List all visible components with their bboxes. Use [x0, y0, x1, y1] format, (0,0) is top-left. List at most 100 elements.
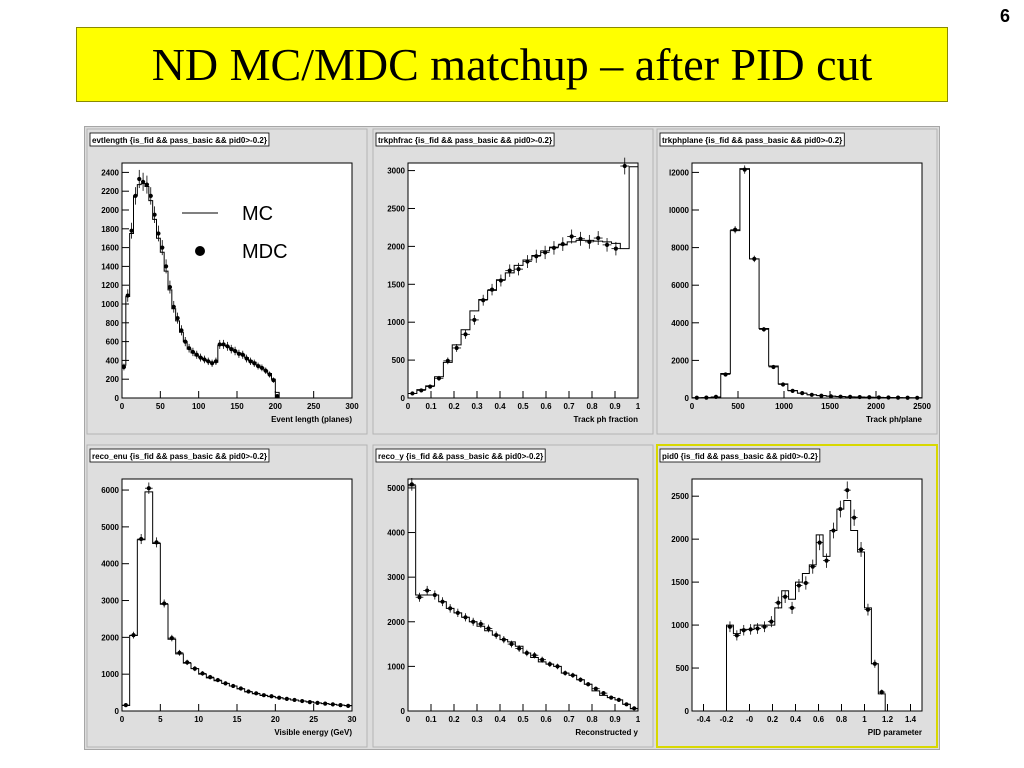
mdc-data-point [183, 339, 188, 344]
mdc-data-point [755, 626, 760, 631]
mdc-data-point [632, 706, 637, 711]
plot-canvas: evtlength {is_fid && pass_basic && pid0>… [84, 126, 940, 750]
x-tick-label: 0.7 [563, 402, 575, 411]
mc-series-line [726, 499, 886, 711]
y-tick-label: 1200 [101, 281, 119, 290]
mdc-data-point [148, 193, 153, 198]
mdc-data-point [175, 316, 180, 321]
mdc-data-point [144, 182, 150, 187]
mdc-data-point [876, 395, 881, 400]
mdc-data-point [517, 646, 522, 651]
mdc-data-point [179, 328, 184, 333]
mdc-data-point [238, 686, 243, 691]
mdc-data-point [445, 358, 450, 363]
mdc-data-point [494, 633, 499, 638]
mdc-data-point [194, 352, 199, 357]
x-axis-label: Track ph fraction [574, 415, 639, 424]
x-tick-label: 1000 [775, 402, 793, 411]
mdc-data-point [455, 610, 460, 615]
y-tick-label: 6000 [101, 486, 119, 495]
mdc-data-point [532, 653, 537, 658]
mdc-data-point [125, 293, 130, 298]
histogram-panel-3: trkphplane {is_fid && pass_basic && pid0… [656, 128, 938, 435]
mdc-data-point [525, 259, 530, 264]
histogram-panel-4: reco_enu {is_fid && pass_basic && pid0>-… [86, 444, 368, 748]
panel-title-box [659, 448, 821, 463]
x-tick-label: 0.5 [517, 715, 529, 724]
panel-title: trkphplane {is_fid && pass_basic && pid0… [662, 136, 842, 145]
mdc-data-point [845, 488, 850, 493]
mdc-data-point [555, 664, 560, 669]
x-tick-label: 1 [862, 715, 867, 724]
mdc-data-point [601, 691, 606, 696]
y-tick-label: 3000 [387, 573, 405, 582]
mdc-data-point [198, 355, 203, 360]
mdc-data-point [865, 607, 871, 612]
y-tick-label: 2000 [387, 618, 405, 627]
x-axis-label: Event length (planes) [271, 415, 352, 424]
x-tick-label: 1.2 [882, 715, 894, 724]
x-tick-label: 5 [158, 715, 163, 724]
mdc-data-point [489, 287, 495, 292]
mdc-data-point [160, 245, 165, 250]
mdc-data-point [200, 671, 205, 676]
x-tick-label: 10 [194, 715, 203, 724]
x-tick-label: -0.4 [697, 715, 711, 724]
mdc-data-point [609, 695, 614, 700]
mdc-data-point [587, 239, 592, 244]
mdc-data-point [616, 697, 621, 702]
histogram-grid: evtlength {is_fid && pass_basic && pid0>… [86, 128, 938, 748]
mdc-data-point [185, 660, 190, 665]
mdc-data-point [190, 349, 196, 355]
mdc-data-point [146, 486, 151, 491]
panel-title-box [375, 132, 555, 147]
y-tick-label: l0000 [669, 206, 690, 215]
mdc-data-point [803, 580, 808, 586]
x-tick-label: 0.2 [448, 402, 460, 411]
y-tick-label: 2000 [387, 242, 405, 251]
y-tick-label: 0 [685, 394, 690, 403]
plot-frame [691, 162, 923, 399]
panel-title: evtlength {is_fid && pass_basic && pid0>… [92, 136, 267, 145]
mdc-data-point [727, 624, 733, 629]
title-banner: ND MC/MDC matchup – after PID cut [76, 27, 948, 102]
x-tick-label: -0 [746, 715, 754, 724]
mdc-data-point [225, 344, 230, 349]
y-tick-label: 0 [115, 707, 120, 716]
x-tick-label: 15 [233, 715, 242, 724]
mdc-data-point [338, 703, 343, 708]
y-tick-label: 2000 [101, 633, 119, 642]
mdc-data-point [838, 394, 843, 399]
x-tick-label: 500 [731, 402, 745, 411]
mdc-data-point [867, 395, 872, 400]
histogram-panel-1: evtlength {is_fid && pass_basic && pid0>… [86, 128, 368, 435]
mdc-data-point [809, 392, 814, 397]
mdc-data-point [428, 384, 433, 389]
mdc-data-point [162, 601, 167, 606]
mdc-data-point [624, 702, 629, 707]
y-tick-label: 1400 [101, 262, 119, 271]
mdc-data-point [454, 345, 459, 351]
mdc-data-point [206, 359, 211, 364]
x-tick-label: 0.2 [767, 715, 779, 724]
y-tick-label: 600 [106, 338, 120, 347]
x-tick-label: 0.6 [813, 715, 825, 724]
y-tick-label: 1000 [101, 300, 119, 309]
mdc-data-point [137, 176, 142, 182]
mdc-data-point [761, 327, 766, 332]
y-tick-label: 1600 [101, 244, 119, 253]
y-tick-label: 4000 [101, 560, 119, 569]
mdc-data-point [547, 662, 552, 667]
mdc-data-point [569, 234, 574, 239]
mdc-data-point [432, 592, 437, 598]
mdc-data-point [254, 691, 259, 696]
mdc-data-point [156, 231, 161, 236]
mdc-data-point [208, 675, 213, 680]
y-tick-label: 0 [401, 707, 406, 716]
x-tick-label: 2500 [913, 402, 931, 411]
slide-number: 6 [999, 6, 1010, 26]
x-tick-label: 50 [156, 402, 165, 411]
y-tick-label: 800 [106, 319, 120, 328]
mdc-data-point [509, 641, 514, 647]
y-tick-label: 2000 [671, 356, 689, 365]
